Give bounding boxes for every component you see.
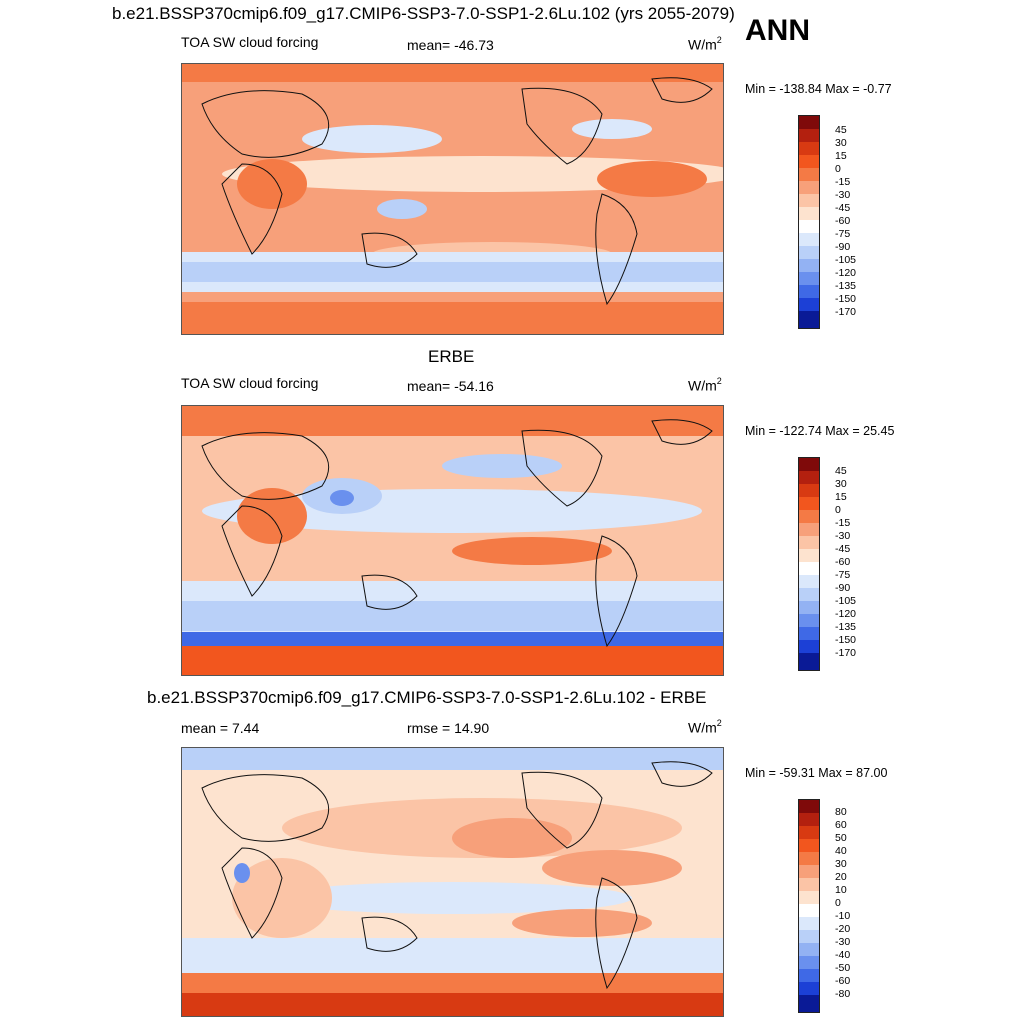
colorbar-tick: 45: [835, 465, 847, 477]
panel2-colorbar: [798, 457, 820, 671]
panel2-title: ERBE: [428, 347, 475, 366]
colorbar-tick: 0: [835, 504, 841, 516]
colorbar-tick: -120: [835, 608, 857, 620]
colorbar-tick: -90: [835, 582, 851, 594]
colorbar-tick: -60: [835, 975, 851, 987]
panel3-colorbar: [798, 799, 820, 1013]
colorbar-tick: -120: [835, 267, 857, 279]
colorbar-tick: 50: [835, 832, 847, 844]
panel3-map-canvas: [182, 748, 723, 1016]
colorbar-tick: 15: [835, 491, 847, 503]
colorbar-tick: -90: [835, 241, 851, 253]
colorbar-tick: 20: [835, 871, 847, 883]
colorbar-tick: 0: [835, 163, 841, 175]
colorbar-tick: -45: [835, 543, 851, 555]
colorbar-tick: -105: [835, 595, 857, 607]
panel1-unit: W/m2: [688, 35, 722, 53]
colorbar-tick: -135: [835, 280, 857, 292]
colorbar-tick: 30: [835, 478, 847, 490]
panel1-map: [181, 63, 724, 335]
panel2-map-canvas: [182, 406, 723, 675]
colorbar-tick: -40: [835, 949, 851, 961]
colorbar-tick: 30: [835, 137, 847, 149]
colorbar-tick: 60: [835, 819, 847, 831]
panel2-minmax: Min = -122.74 Max = 25.45: [745, 424, 895, 438]
colorbar-tick: -45: [835, 202, 851, 214]
colorbar-tick: -50: [835, 962, 851, 974]
colorbar-tick: -150: [835, 293, 857, 305]
panel2-map: [181, 405, 724, 676]
panel1-map-canvas: [182, 64, 723, 334]
panel3-map: [181, 747, 724, 1017]
colorbar-tick: -20: [835, 923, 851, 935]
colorbar-tick: -135: [835, 621, 857, 633]
colorbar-tick: -75: [835, 569, 851, 581]
colorbar-tick: -105: [835, 254, 857, 266]
season-label: ANN: [745, 14, 810, 47]
colorbar-tick: -75: [835, 228, 851, 240]
panel3-title: b.e21.BSSP370cmip6.f09_g17.CMIP6-SSP3-7.…: [147, 688, 707, 707]
panel1-title: b.e21.BSSP370cmip6.f09_g17.CMIP6-SSP3-7.…: [112, 4, 735, 23]
panel1-colorbar: [798, 115, 820, 329]
colorbar-tick: 45: [835, 124, 847, 136]
panel1-variable-label: TOA SW cloud forcing: [181, 34, 319, 50]
panel1-minmax: Min = -138.84 Max = -0.77: [745, 82, 892, 96]
colorbar-tick: -15: [835, 176, 851, 188]
colorbar-tick: -150: [835, 634, 857, 646]
colorbar-tick: -10: [835, 910, 851, 922]
colorbar-tick: 30: [835, 858, 847, 870]
panel2-variable-label: TOA SW cloud forcing: [181, 375, 319, 391]
colorbar-tick: 15: [835, 150, 847, 162]
colorbar-tick: -60: [835, 556, 851, 568]
colorbar-tick: -30: [835, 189, 851, 201]
panel2-unit: W/m2: [688, 376, 722, 394]
panel1-mean-label: mean= -46.73: [407, 37, 494, 53]
colorbar-tick: -30: [835, 530, 851, 542]
colorbar-tick: 80: [835, 806, 847, 818]
colorbar-tick: 40: [835, 845, 847, 857]
colorbar-tick: -170: [835, 647, 857, 659]
colorbar-tick: -30: [835, 936, 851, 948]
panel3-rmse-label: rmse = 14.90: [407, 720, 490, 736]
panel3-minmax: Min = -59.31 Max = 87.00: [745, 766, 888, 780]
panel2-mean-label: mean= -54.16: [407, 378, 494, 394]
panel3-mean-label: mean = 7.44: [181, 720, 260, 736]
colorbar-tick: -170: [835, 306, 857, 318]
panel3-unit: W/m2: [688, 718, 722, 736]
colorbar-tick: -15: [835, 517, 851, 529]
colorbar-tick: -60: [835, 215, 851, 227]
colorbar-tick: -80: [835, 988, 851, 1000]
colorbar-tick: 0: [835, 897, 841, 909]
colorbar-tick: 10: [835, 884, 847, 896]
